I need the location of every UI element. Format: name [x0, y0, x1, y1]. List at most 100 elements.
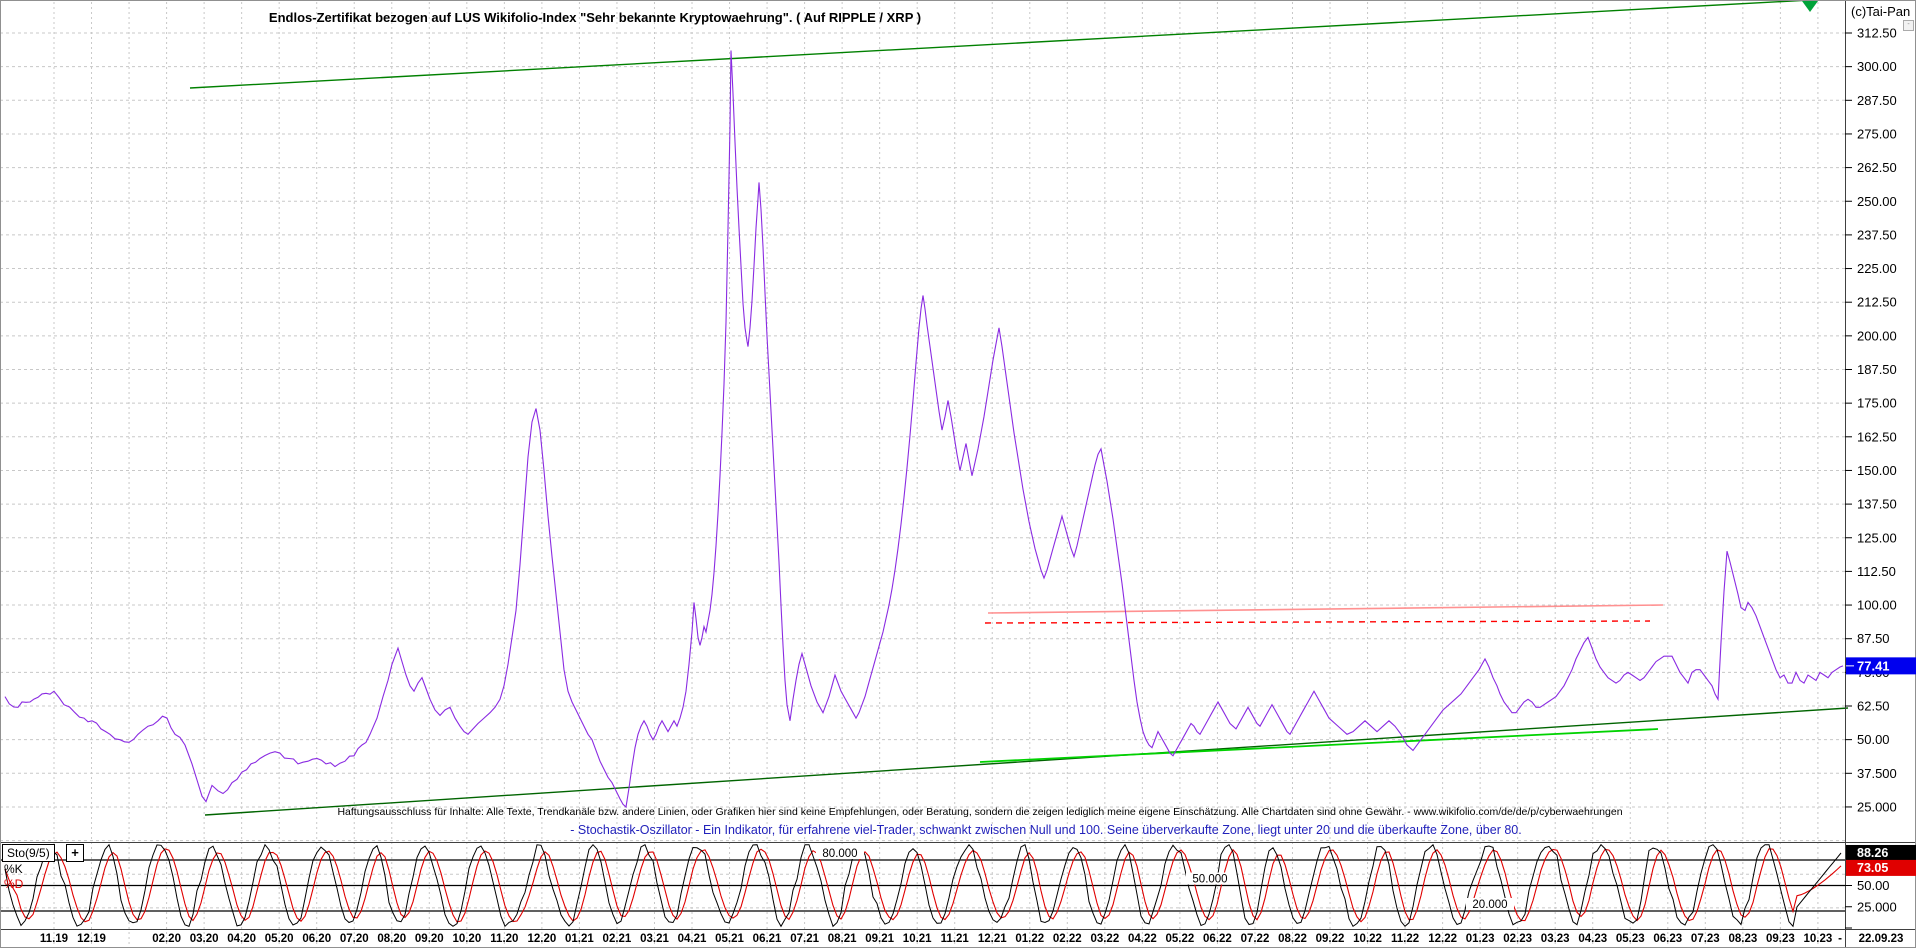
stochastic-k-line	[4, 843, 1842, 928]
date-axis-label: 05.22	[1166, 933, 1195, 945]
resistance-line-red-dashed	[984, 620, 1651, 624]
resistance-line-pink	[987, 604, 1664, 614]
date-axis-label: 04.20	[227, 933, 256, 945]
price-axis-label: 262.50	[1857, 160, 1897, 175]
price-axis-label: 200.00	[1857, 328, 1897, 343]
date-axis-label: 08.23	[1728, 933, 1757, 945]
price-axis-label: 25.000	[1857, 799, 1897, 814]
stochastic-d-value: 73.05	[1857, 861, 1888, 875]
disclaimer-text: Haftungsausschluss für Inhalte: Alle Tex…	[337, 806, 1623, 818]
price-axis-label: 150.00	[1857, 463, 1897, 478]
date-axis-label: 07.23	[1691, 933, 1720, 945]
oscillator-level-label: 20.000	[1472, 899, 1507, 911]
level-label-backing	[816, 847, 864, 859]
last-price-value: 77.41	[1857, 658, 1890, 673]
price-axis-label: 50.00	[1857, 732, 1890, 747]
date-axis-label: 06.22	[1203, 933, 1232, 945]
date-axis-label: 12.22	[1428, 933, 1457, 945]
price-line	[4, 50, 1844, 809]
price-axis-label: 62.50	[1857, 699, 1890, 714]
oscillator-level-label: 50.000	[1192, 874, 1227, 886]
date-axis-label: 08.21	[828, 933, 857, 945]
date-axis-label: 09.23	[1766, 933, 1795, 945]
price-axis-label: 237.50	[1857, 227, 1897, 242]
date-axis-label: 11.19	[40, 933, 68, 945]
oscillator-description: - Stochastik-Oszillator - Ein Indikator,…	[570, 823, 1522, 837]
date-axis-label: 11.20	[490, 933, 518, 945]
price-axis-label: 212.50	[1857, 295, 1897, 310]
stochastic-k-badge	[1846, 844, 1916, 861]
date-axis-label: 09.21	[865, 933, 894, 945]
date-axis-label: 09.20	[415, 933, 444, 945]
date-axis-label: 03.20	[190, 933, 219, 945]
date-axis-label: 01.22	[1015, 933, 1044, 945]
date-axis-label: 07.22	[1241, 933, 1270, 945]
add-indicator-button[interactable]: +	[66, 844, 84, 862]
oscillator-level-label: 80.000	[822, 848, 857, 860]
date-axis-label: 08.20	[377, 933, 406, 945]
price-axis-label: 187.50	[1857, 362, 1897, 377]
date-axis-label: 07.20	[340, 933, 369, 945]
date-axis-label: 07.21	[790, 933, 819, 945]
price-axis-label: 125.00	[1857, 530, 1897, 545]
date-axis-label: 05.20	[265, 933, 294, 945]
date-axis-label: 02.22	[1053, 933, 1082, 945]
last-price-badge	[1846, 657, 1916, 675]
copyright-label: (c)Tai-Pan	[1851, 4, 1911, 19]
date-axis-label: 06.21	[753, 933, 782, 945]
price-axis-label: 312.50	[1857, 26, 1897, 41]
last-date-label: 22.09.23	[1859, 933, 1904, 945]
date-axis-label: 06.20	[302, 933, 331, 945]
percent-d-label: %D	[4, 877, 24, 891]
date-axis-label: 12.21	[978, 933, 1007, 945]
date-axis-label: 04.23	[1578, 933, 1607, 945]
date-axis-label: 09.22	[1316, 933, 1345, 945]
level-label-backing	[1466, 898, 1514, 910]
date-axis-label: 10.21	[903, 933, 932, 945]
chart-title: Endlos-Zertifikat bezogen auf LUS Wikifo…	[268, 10, 922, 25]
price-axis-label: 87.50	[1857, 631, 1890, 646]
window-control-icon[interactable]: -	[1903, 20, 1914, 31]
price-axis-label: 250.00	[1857, 194, 1897, 209]
upper-channel-trendline	[189, 0, 1811, 89]
date-axis-separator: -	[1838, 933, 1842, 945]
date-axis-label: 08.22	[1278, 933, 1307, 945]
support-line-light-green	[979, 728, 1659, 763]
stochastic-d-line	[4, 848, 1842, 923]
price-axis-label: 175.00	[1857, 396, 1897, 411]
price-axis-label: 100.00	[1857, 598, 1897, 613]
price-axis-label: 112.50	[1857, 564, 1896, 579]
date-axis-label: 03.23	[1541, 933, 1570, 945]
date-axis-label: 10.22	[1353, 933, 1382, 945]
date-axis-label: 11.21	[941, 933, 970, 945]
date-axis-label: 03.21	[640, 933, 669, 945]
date-axis-label: 04.22	[1128, 933, 1157, 945]
date-axis-label: 06.23	[1653, 933, 1682, 945]
date-axis-label: 12.20	[527, 933, 556, 945]
date-axis-label: 11.22	[1391, 933, 1419, 945]
date-axis-label: 04.21	[678, 933, 707, 945]
date-axis-label: 01.23	[1466, 933, 1495, 945]
date-axis-label: 10.23	[1804, 933, 1833, 945]
indicator-label-box[interactable]: Sto(9/5)	[2, 844, 55, 862]
date-axis-label: 02.21	[603, 933, 632, 945]
stochastic-k-value: 88.26	[1857, 846, 1888, 860]
price-axis-label: 162.50	[1857, 429, 1897, 444]
oscillator-axis-label: 25.000	[1857, 899, 1897, 914]
date-axis-label: 05.21	[715, 933, 744, 945]
price-axis-label: 275.00	[1857, 126, 1897, 141]
level-label-backing	[1186, 872, 1234, 885]
price-axis-label: 300.00	[1857, 59, 1897, 74]
date-axis-label: 10.20	[452, 933, 481, 945]
stochastic-d-badge	[1846, 859, 1916, 876]
trendline-end-marker-icon	[1802, 1, 1818, 12]
oscillator-axis-label: 50.00	[1857, 878, 1890, 893]
price-axis-label: 287.50	[1857, 93, 1897, 108]
lower-channel-trendline	[204, 707, 1849, 816]
date-axis-label: 12.19	[77, 933, 106, 945]
price-axis-label: 137.50	[1857, 497, 1897, 512]
price-axis-label: 225.00	[1857, 261, 1897, 276]
